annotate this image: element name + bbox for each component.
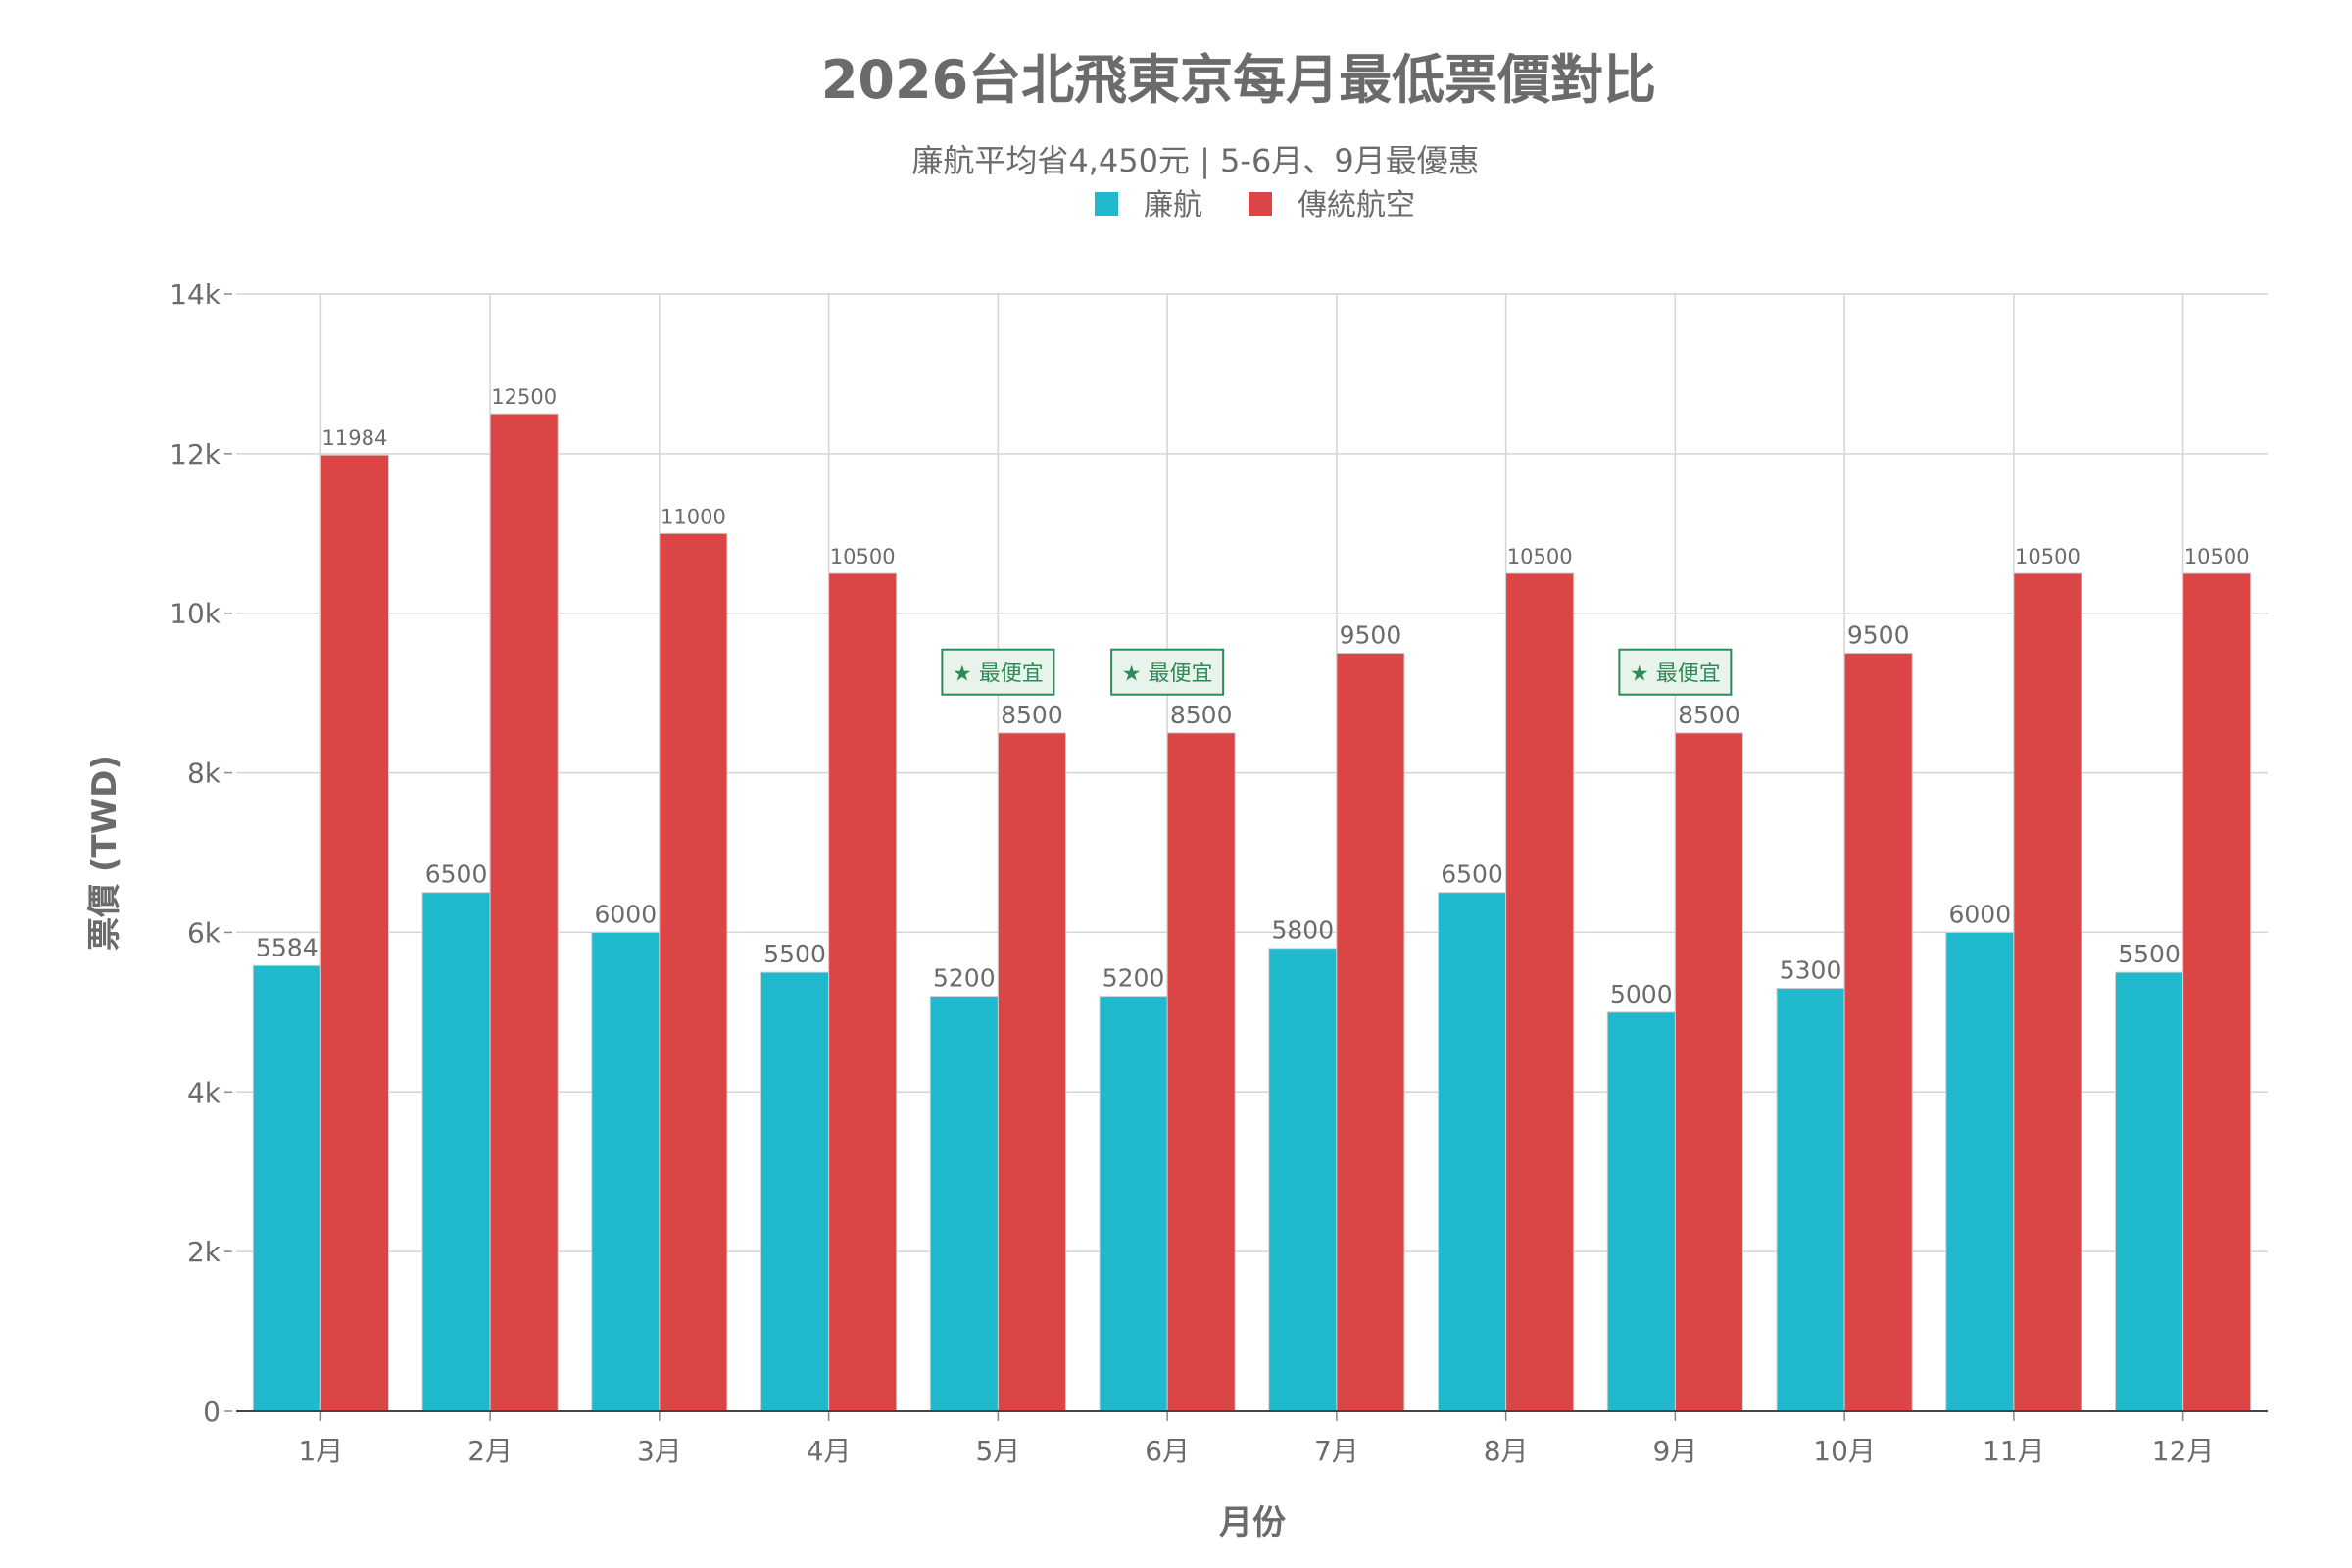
bar-budget	[1606, 1011, 1676, 1412]
data-label: 6000	[595, 900, 658, 928]
data-label: 11984	[322, 426, 388, 450]
annotation-box	[941, 648, 1055, 696]
data-label: 5300	[1780, 956, 1842, 984]
data-label: 8500	[1001, 701, 1063, 729]
y-axis-title: 票價 (TWD)	[85, 755, 124, 951]
x-tick-label: 8月	[1484, 1435, 1529, 1467]
y-tick-label: 6k	[187, 916, 221, 949]
data-label: 5800	[1272, 916, 1335, 945]
bar-budget	[252, 964, 321, 1412]
data-label: 9500	[1340, 620, 1402, 649]
data-label: 8500	[1170, 701, 1233, 729]
bar-budget	[1776, 987, 1845, 1412]
data-label: 5200	[1102, 964, 1165, 993]
bar-budget	[760, 971, 830, 1412]
x-tick-label: 1月	[298, 1435, 343, 1467]
bars	[252, 413, 2252, 1412]
data-label: 5000	[1610, 980, 1673, 1008]
data-label: 12500	[491, 385, 557, 409]
data-label: 9500	[1847, 620, 1910, 649]
chart-title: 2026台北飛東京每月最低票價對比	[821, 49, 1656, 111]
annotation-label: ★ 最便宜	[953, 662, 1044, 687]
data-label: 6500	[1441, 860, 1503, 889]
bar-traditional	[1843, 652, 1913, 1412]
data-label: 10500	[830, 545, 896, 568]
x-tick-label: 9月	[1652, 1435, 1697, 1467]
y-tick-label: 12k	[170, 438, 221, 470]
data-label: 10500	[1507, 545, 1573, 568]
data-label: 6000	[1949, 900, 2012, 928]
bar-traditional	[997, 732, 1066, 1412]
data-label: 6500	[425, 860, 488, 889]
annotation-box	[1110, 648, 1225, 696]
x-tick-label: 10月	[1813, 1435, 1876, 1467]
legend-label: 傳統航空	[1298, 188, 1415, 222]
annotations: ★ 最便宜 ★ 最便宜 ★ 最便宜	[941, 648, 1733, 696]
bar-budget	[929, 996, 999, 1412]
x-tick-label: 2月	[467, 1435, 513, 1467]
axes: 0 2k 4k 6k 8k 10k 12k 14k 1月 2月 3月 4月 5月 6月 7月 8月 9月 10月 1…	[170, 278, 2268, 1467]
y-tick-label: 2k	[187, 1236, 221, 1268]
data-label: 10500	[2184, 545, 2250, 568]
bar-traditional	[1166, 732, 1236, 1412]
bar-budget	[1945, 931, 2015, 1412]
annotation-box	[1618, 648, 1733, 696]
bar-budget	[421, 892, 491, 1412]
x-tick-label: 7月	[1314, 1435, 1359, 1467]
x-tick-label: 11月	[1983, 1435, 2045, 1467]
legend-label: 廉航	[1144, 188, 1202, 222]
bar-traditional	[1674, 732, 1743, 1412]
y-tick-label: 0	[203, 1396, 220, 1428]
bar-budget	[2115, 971, 2184, 1412]
data-label: 10500	[2015, 545, 2081, 568]
legend-swatch	[1249, 192, 1272, 216]
legend-swatch	[1095, 192, 1118, 216]
bar-budget	[1268, 948, 1338, 1412]
bar-traditional	[2013, 572, 2082, 1412]
data-label: 5584	[256, 933, 318, 961]
data-label: 5500	[2118, 940, 2180, 968]
y-tick-label: 14k	[170, 278, 221, 311]
annotation-label: ★ 最便宜	[1122, 662, 1213, 687]
data-label: 5200	[933, 964, 996, 993]
x-tick-label: 5月	[975, 1435, 1020, 1467]
y-tick-label: 4k	[187, 1076, 221, 1108]
bar-budget	[591, 931, 661, 1412]
chart-subtitle: 廉航平均省4,450元 | 5-6月、9月最優惠	[911, 142, 1479, 179]
bar-budget	[1438, 892, 1507, 1412]
data-label: 8500	[1678, 701, 1740, 729]
bar-traditional	[828, 572, 898, 1412]
bar-traditional	[489, 413, 559, 1412]
x-tick-label: 4月	[807, 1435, 852, 1467]
data-label: 11000	[661, 505, 726, 528]
bar-traditional	[2182, 572, 2252, 1412]
bar-budget	[1099, 996, 1168, 1412]
bar-traditional	[1505, 572, 1575, 1412]
annotation-label: ★ 最便宜	[1630, 662, 1721, 687]
bar-traditional	[659, 532, 728, 1412]
data-labels: 5584 6500 6000 5500 5200 5200 5800 6500 5000 5300…	[256, 385, 2250, 1008]
x-axis-title: 月份	[1219, 1503, 1286, 1543]
data-label: 5500	[763, 940, 826, 968]
y-tick-label: 8k	[187, 758, 221, 790]
bar-traditional	[1336, 652, 1405, 1412]
x-tick-label: 12月	[2152, 1435, 2215, 1467]
legend[interactable]: 廉航 傳統航空	[1095, 188, 1415, 222]
x-tick-label: 3月	[637, 1435, 682, 1467]
x-tick-label: 6月	[1145, 1435, 1190, 1467]
y-tick-label: 10k	[170, 598, 221, 630]
bar-traditional	[319, 454, 389, 1412]
